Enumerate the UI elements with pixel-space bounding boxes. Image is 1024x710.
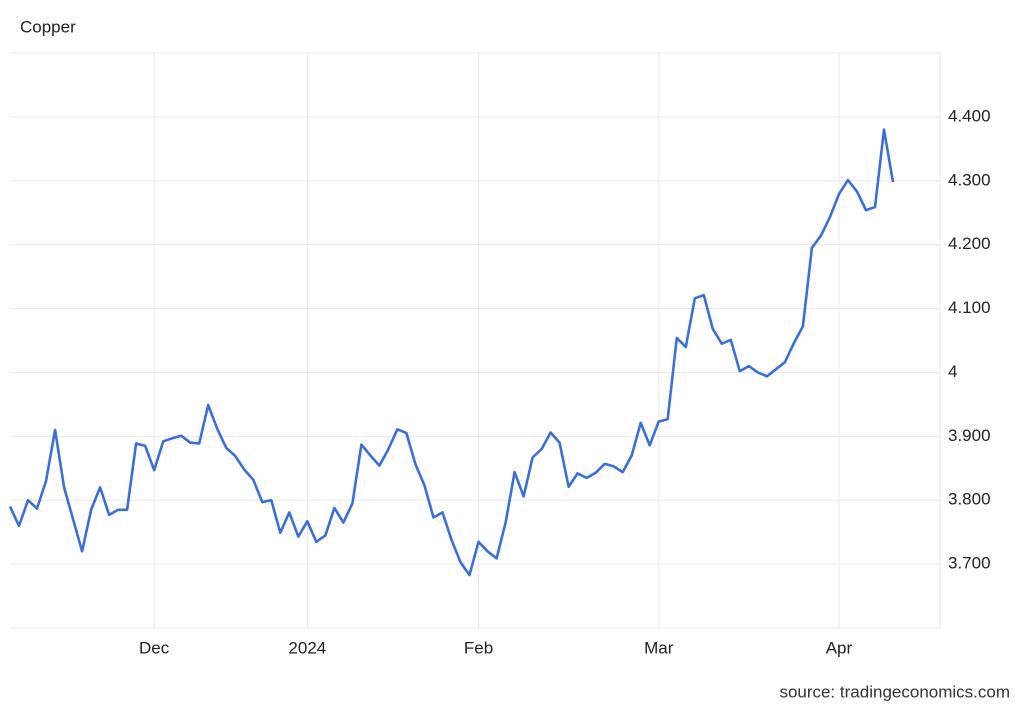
y-tick-label: 4.100 (948, 298, 991, 317)
x-tick-label: Mar (644, 638, 674, 657)
x-tick-label: Dec (139, 638, 170, 657)
y-tick-label: 3.900 (948, 426, 991, 445)
x-tick-label: 2024 (288, 638, 326, 657)
x-tick-label: Feb (464, 638, 493, 657)
y-tick-label: 4.400 (948, 106, 991, 125)
y-tick-label: 4 (948, 362, 957, 381)
y-tick-label: 4.200 (948, 234, 991, 253)
x-tick-label: Apr (826, 638, 853, 657)
price-line (8, 128, 895, 577)
y-tick-label: 4.300 (948, 170, 991, 189)
y-tick-label: 3.800 (948, 490, 991, 509)
y-tick-label: 3.700 (948, 554, 991, 573)
source: source: tradingeconomics.com (779, 682, 1010, 701)
chart-title: Copper (20, 17, 76, 36)
